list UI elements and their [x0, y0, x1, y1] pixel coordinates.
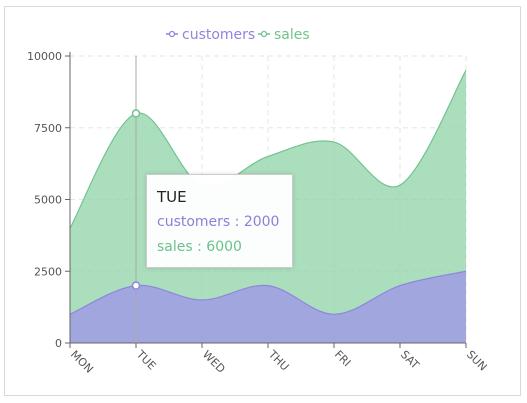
x-tick-label: WED — [200, 348, 228, 376]
customers-area — [70, 271, 466, 343]
x-tick-label: THU — [265, 347, 291, 373]
y-tick-label: 0 — [55, 337, 62, 350]
legend-label: customers — [182, 27, 255, 43]
legend-dot-icon — [168, 30, 176, 38]
x-tick-label: SUN — [464, 348, 490, 374]
sales-point — [131, 109, 141, 118]
tooltip-sales: sales : 6000 — [157, 239, 242, 255]
tooltip-title: TUE — [157, 188, 187, 206]
legend-item-sales[interactable]: sales — [258, 27, 310, 43]
legend-item-customers[interactable]: customers — [166, 27, 255, 43]
legend-dot-icon — [260, 30, 268, 38]
legend[interactable]: customers sales — [166, 27, 310, 43]
x-tick-label: FRI — [332, 348, 353, 369]
x-tick-label: SAT — [398, 348, 422, 372]
y-tick-label: 5000 — [34, 194, 62, 207]
legend-label: sales — [274, 27, 310, 43]
y-tick-label: 2500 — [34, 265, 62, 278]
tooltip-customers: customers : 2000 — [157, 214, 280, 230]
x-tick-label: TUE — [133, 347, 158, 372]
tooltip: TUE customers : 2000 sales : 6000 — [146, 174, 293, 268]
y-tick-label: 7500 — [34, 122, 62, 135]
x-tick-label: MON — [68, 348, 96, 376]
customers-point — [131, 281, 141, 290]
marker-layer — [131, 56, 141, 343]
y-tick-label: 10000 — [27, 50, 62, 63]
